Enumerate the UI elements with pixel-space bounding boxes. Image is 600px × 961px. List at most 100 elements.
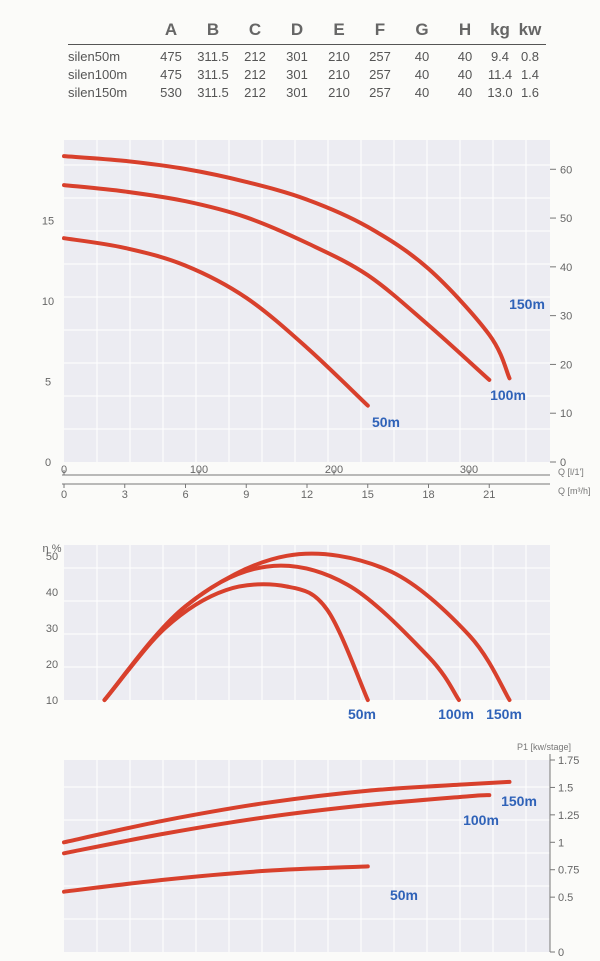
spec-header: kw	[514, 14, 546, 45]
spec-cell: 311.5	[197, 49, 229, 64]
spec-header: H	[444, 14, 486, 45]
y-tick-label-right: 60	[560, 164, 572, 176]
spec-cell: 11.4	[487, 67, 513, 82]
spec-cell: 40	[457, 85, 473, 100]
spec-cell: 212	[244, 85, 266, 100]
y-tick-label-left: 0	[45, 457, 51, 469]
y-tick-label: 0.5	[558, 892, 573, 904]
x-tick-label-bottom: 0	[61, 489, 67, 501]
spec-cell: 9.4	[490, 49, 510, 64]
y-tick-label: 40	[46, 587, 58, 599]
y-tick-label-left: 5	[45, 377, 51, 389]
y-tick-label: 1	[558, 837, 564, 849]
y-tick-label-right: 10	[560, 408, 572, 420]
series-line-100m	[62, 183, 492, 382]
spec-cell: 212	[244, 67, 266, 82]
series-label-50m: 50m	[372, 414, 400, 430]
x-tick-label-top: 300	[460, 464, 478, 476]
y-axis-label: η %	[43, 543, 62, 555]
y-tick-label: 0	[558, 947, 564, 959]
spec-header-row: A B C D E F G H kg kw	[68, 14, 546, 45]
y-axis-label: P1 [kw/stage]	[517, 742, 571, 752]
spec-cell: 212	[244, 49, 266, 64]
series-label-100m: 100m	[490, 387, 526, 403]
series-label-150m: 150m	[486, 706, 522, 722]
x-tick-label-top: 0	[61, 464, 67, 476]
x-axis-unit-top: Q [l/1']	[558, 467, 584, 477]
spec-header: kg	[486, 14, 514, 45]
y-tick-label-right: 20	[560, 359, 572, 371]
x-tick-label-bottom: 6	[182, 489, 188, 501]
spec-cell: 257	[369, 67, 391, 82]
y-tick-label: 30	[46, 623, 58, 635]
series-line-150m	[102, 551, 512, 702]
y-tick-label: 10	[46, 695, 58, 707]
spec-cell: 475	[160, 67, 182, 82]
y-tick-label: 20	[46, 659, 58, 671]
spec-header: A	[150, 14, 192, 45]
spec-table: A B C D E F G H kg kw silen50m 475 311.5…	[68, 14, 546, 102]
spec-cell: 311.5	[197, 85, 229, 100]
series-label-150m: 150m	[501, 793, 537, 809]
table-row: silen50m 475 311.5 212 301 210 257 40 40…	[68, 45, 546, 67]
spec-cell: 13.0	[487, 85, 513, 100]
spec-cell: 475	[160, 49, 182, 64]
y-tick-label-right: 50	[560, 213, 572, 225]
spec-cell: 210	[328, 49, 350, 64]
x-tick-label-bottom: 18	[422, 489, 434, 501]
x-tick-label-bottom: 12	[301, 489, 313, 501]
table-row: silen150m 530 311.5 212 301 210 257 40 4…	[68, 84, 546, 102]
y-tick-label: 0.75	[558, 865, 579, 877]
plot-background	[64, 140, 550, 462]
x-axis-unit-bottom: Q [m³/h]	[558, 486, 591, 496]
power-curve-chart: 0 0.5 0.75 1 1.25 1.5 1.75 P1 [kw/stage] 50m 100m…	[62, 742, 579, 959]
spec-cell: 257	[369, 85, 391, 100]
x-tick-label-bottom: 21	[483, 489, 495, 501]
series-label-100m: 100m	[438, 706, 474, 722]
y-tick-label-right: 40	[560, 262, 572, 274]
series-line-150m	[62, 154, 512, 381]
spec-cell: 0.8	[520, 49, 540, 64]
y-tick-label-right: 0	[560, 457, 566, 469]
spec-cell: 301	[286, 85, 308, 100]
spec-cell: 257	[369, 49, 391, 64]
spec-cell: 311.5	[197, 67, 229, 82]
model-cell: silen50m	[68, 49, 121, 64]
x-tick-label-bottom: 9	[243, 489, 249, 501]
spec-header: D	[276, 14, 318, 45]
x-tick-label-top: 200	[325, 464, 343, 476]
x-tick-label-top: 100	[190, 464, 208, 476]
y-tick-label-left: 10	[42, 296, 54, 308]
y-tick-label: 50	[46, 551, 58, 563]
plot-background	[64, 760, 550, 952]
spec-header-model	[68, 14, 150, 45]
series-label-50m: 50m	[348, 706, 376, 722]
y-tick-label: 1.5	[558, 782, 573, 794]
plot-background	[64, 545, 550, 700]
spec-cell: 1.6	[520, 85, 540, 100]
spec-header: G	[400, 14, 444, 45]
spec-header: F	[360, 14, 400, 45]
model-cell: silen100m	[68, 67, 128, 82]
spec-cell: 40	[414, 85, 430, 100]
series-label-50m: 50m	[390, 887, 418, 903]
y-tick-label-right: 30	[560, 311, 572, 323]
spec-cell: 301	[286, 67, 308, 82]
series-label-150m: 150m	[509, 296, 545, 312]
model-cell: silen150m	[68, 85, 128, 100]
series-line-50m	[62, 236, 370, 408]
spec-cell: 40	[457, 49, 473, 64]
x-tick-label-bottom: 15	[362, 489, 374, 501]
spec-cell: 530	[160, 85, 182, 100]
x-tick-label-bottom: 3	[122, 489, 128, 501]
series-line-50m	[62, 864, 370, 894]
series-label-100m: 100m	[463, 812, 499, 828]
spec-cell: 301	[286, 49, 308, 64]
series-line-100m	[62, 793, 492, 856]
spec-header: B	[192, 14, 234, 45]
spec-cell: 210	[328, 85, 350, 100]
spec-cell: 40	[414, 49, 430, 64]
spec-header: E	[318, 14, 360, 45]
series-line-150m	[62, 779, 512, 845]
